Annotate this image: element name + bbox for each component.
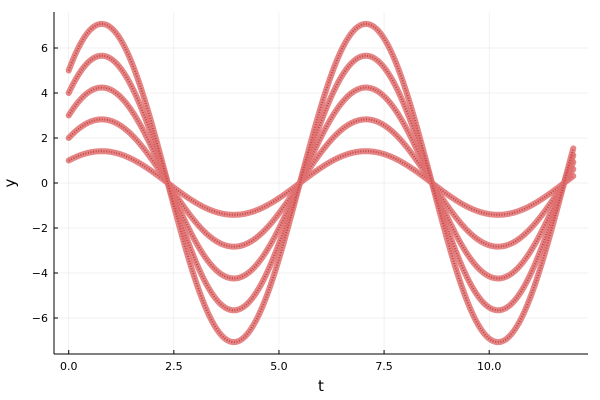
x-tick-label: 10.0 [477, 360, 502, 373]
series-line-5 [67, 22, 575, 344]
y-tick-label: 0 [41, 177, 48, 190]
x-tick-label: 7.5 [375, 360, 393, 373]
x-tick-label: 0.0 [60, 360, 78, 373]
x-axis-title: t [318, 377, 324, 395]
y-tick-label: 6 [41, 42, 48, 55]
series-line-3 [67, 86, 575, 280]
y-tick-label: −4 [32, 267, 48, 280]
series-group [65, 20, 577, 346]
x-ticks: 0.0 2.5 5.0 7.5 10.0 [60, 350, 501, 373]
y-tick-label: −2 [32, 222, 48, 235]
x-tick-label: 2.5 [165, 360, 183, 373]
series-line-1 [68, 150, 574, 216]
x-tick-label: 5.0 [270, 360, 288, 373]
y-ticks: −6 −4 −2 0 2 4 6 [32, 42, 58, 325]
series-line-2 [67, 118, 575, 248]
y-tick-label: 2 [41, 132, 48, 145]
y-tick-label: 4 [41, 87, 48, 100]
y-axis-title: y [1, 178, 19, 187]
y-tick-label: −6 [32, 312, 48, 325]
